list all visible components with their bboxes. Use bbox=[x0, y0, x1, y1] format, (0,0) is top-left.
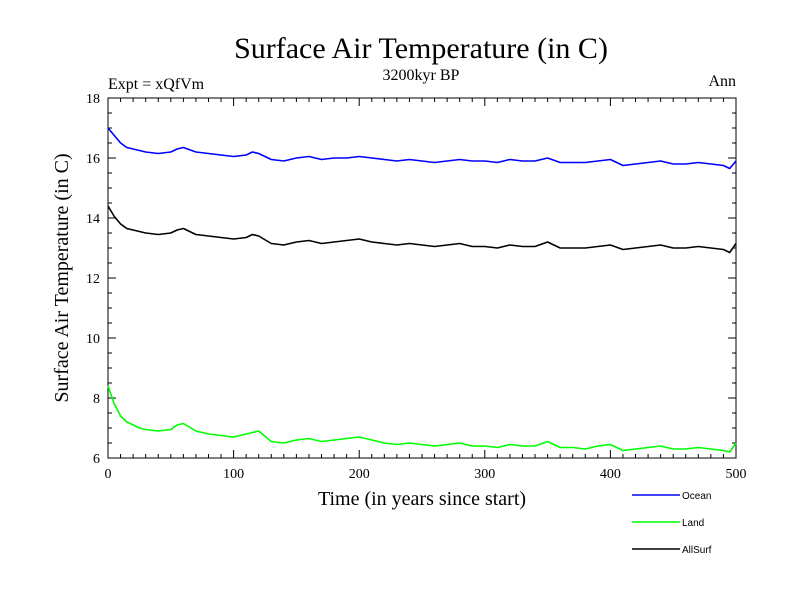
x-tick-label: 0 bbox=[105, 467, 112, 482]
legend-label: AllSurf bbox=[682, 545, 712, 556]
x-tick-label: 200 bbox=[349, 467, 370, 482]
chart-subtitle: 3200kyr BP bbox=[383, 67, 460, 84]
series-line-allsurf bbox=[107, 205, 737, 254]
y-tick-label: 14 bbox=[86, 212, 100, 227]
series-line-ocean bbox=[107, 127, 737, 170]
legend: Ocean Land AllSurf bbox=[632, 491, 712, 556]
y-tick-label: 8 bbox=[93, 392, 100, 407]
legend-label: Land bbox=[682, 518, 704, 529]
x-tick-label: 100 bbox=[223, 467, 244, 482]
season-label: Ann bbox=[708, 73, 736, 90]
chart-title: Surface Air Temperature (in C) bbox=[234, 32, 608, 65]
y-tick-labels: 6 8 10 12 14 16 18 bbox=[86, 92, 100, 467]
x-tick-label: 300 bbox=[474, 467, 495, 482]
series-lines bbox=[107, 127, 737, 453]
x-tick-label: 400 bbox=[600, 467, 621, 482]
y-tick-label: 18 bbox=[86, 92, 100, 107]
x-axis-label: Time (in years since start) bbox=[318, 488, 526, 510]
x-tick-label: 500 bbox=[726, 467, 747, 482]
y-tick-label: 16 bbox=[86, 152, 100, 167]
experiment-label: Expt = xQfVm bbox=[108, 76, 205, 93]
legend-label: Ocean bbox=[682, 491, 711, 502]
y-tick-label: 12 bbox=[86, 272, 100, 287]
series-line-land bbox=[107, 385, 737, 453]
y-axis-label: Surface Air Temperature (in C) bbox=[51, 153, 73, 402]
axis-ticks bbox=[107, 97, 737, 459]
y-tick-label: 10 bbox=[86, 332, 100, 347]
y-tick-label: 6 bbox=[93, 452, 100, 467]
x-tick-labels: 0 100 200 300 400 500 bbox=[105, 467, 747, 482]
